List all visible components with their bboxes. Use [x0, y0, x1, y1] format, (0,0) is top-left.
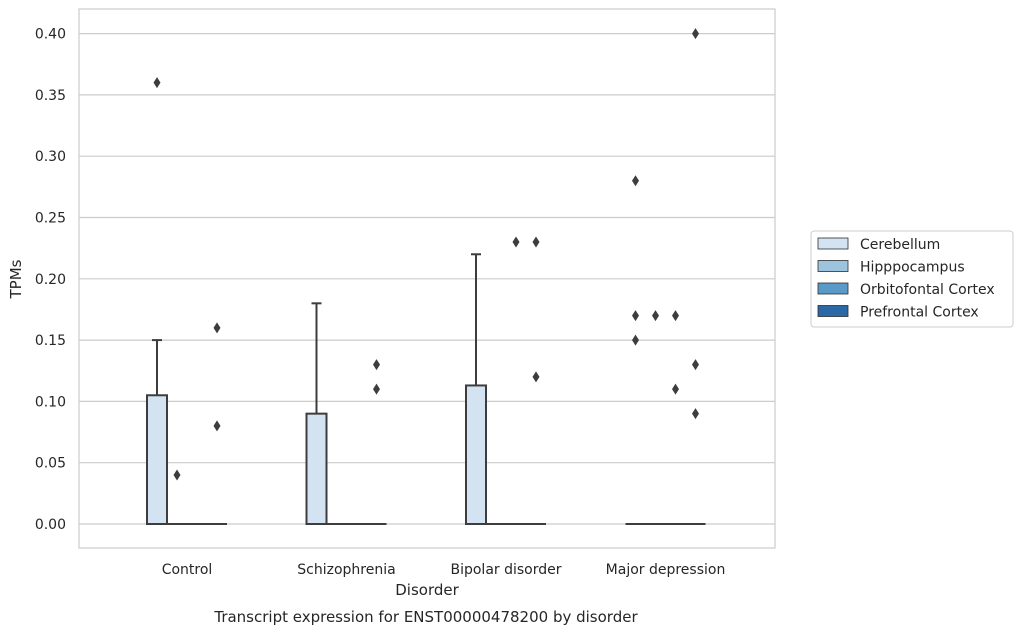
- y-axis-label: TPMs: [7, 259, 25, 299]
- series-hipppocampus: [167, 310, 666, 525]
- y-axis-ticks: 0.00 0.05 0.10 0.15 0.20 0.25 0.30 0.35 0.40: [35, 27, 66, 533]
- x-tick-label: Bipolar disorder: [450, 562, 561, 578]
- legend-swatch: [817, 305, 849, 317]
- outlier-point: [692, 408, 699, 420]
- outlier-point: [632, 175, 639, 187]
- legend-swatch: [817, 282, 849, 295]
- outlier-point: [692, 28, 699, 40]
- outlier-point: [692, 359, 699, 371]
- y-tick-label: 0.35: [35, 88, 66, 104]
- outlier-point: [153, 77, 161, 89]
- outlier-point: [672, 383, 679, 395]
- legend-frame: [810, 230, 1014, 328]
- outlier-point: [672, 310, 679, 322]
- outlier-point: [373, 359, 380, 371]
- legend-label: Cerebellum: [860, 237, 940, 253]
- outlier-point: [213, 322, 221, 334]
- outlier-point: [632, 334, 639, 346]
- legend-label: Hipppocampus: [860, 260, 965, 276]
- box: [366, 359, 387, 525]
- y-tick-label: 0.15: [35, 333, 66, 349]
- legend-swatch: [817, 260, 849, 272]
- box: [665, 310, 686, 525]
- outlier-point: [512, 236, 520, 248]
- outlier-point: [532, 236, 540, 248]
- outlier-point: [213, 420, 221, 432]
- outlier-point: [632, 310, 639, 322]
- y-tick-label: 0.10: [35, 394, 66, 410]
- y-tick-label: 0.20: [35, 272, 66, 288]
- outlier-point: [373, 383, 380, 395]
- box-series: [146, 28, 706, 525]
- y-tick-label: 0.25: [35, 211, 66, 227]
- x-axis-ticks: Control Schizophrenia Bipolar disorder Majo…: [162, 562, 726, 578]
- box: [645, 310, 666, 525]
- box: [465, 253, 487, 525]
- y-tick-label: 0.00: [35, 517, 66, 533]
- x-tick-label: Schizophrenia: [297, 562, 395, 578]
- box: [506, 236, 526, 525]
- box: [207, 322, 227, 525]
- chart-title: Transcript expression for ENST0000047820…: [213, 608, 638, 626]
- box: [305, 302, 328, 525]
- box: [167, 469, 187, 525]
- legend-label: Orbitofontal Cortex: [860, 282, 995, 298]
- x-axis-label: Disorder: [395, 581, 459, 599]
- outlier-point: [173, 469, 181, 481]
- x-tick-label: Major depression: [606, 562, 726, 578]
- box: [625, 175, 646, 525]
- y-tick-label: 0.40: [35, 27, 66, 43]
- y-tick-label: 0.30: [35, 149, 66, 165]
- box: [526, 236, 546, 525]
- outlier-point: [532, 371, 540, 383]
- box-body: [146, 394, 168, 525]
- series-orbitofontal-cortex: [187, 236, 686, 525]
- x-tick-label: Control: [162, 562, 213, 578]
- y-tick-label: 0.05: [35, 456, 66, 472]
- legend: Cerebellum Hipppocampus Orbitofontal Corte…: [810, 230, 1014, 328]
- box: [685, 28, 706, 525]
- box-body: [465, 384, 487, 525]
- series-prefrontal-cortex: [207, 28, 706, 525]
- series-cerebellum: [146, 77, 646, 525]
- plot-frame: [78, 8, 776, 549]
- legend-swatch: [817, 237, 849, 250]
- box: [146, 77, 168, 525]
- legend-label: Prefrontal Cortex: [860, 305, 979, 321]
- box-body: [305, 412, 328, 525]
- outlier-point: [652, 310, 659, 322]
